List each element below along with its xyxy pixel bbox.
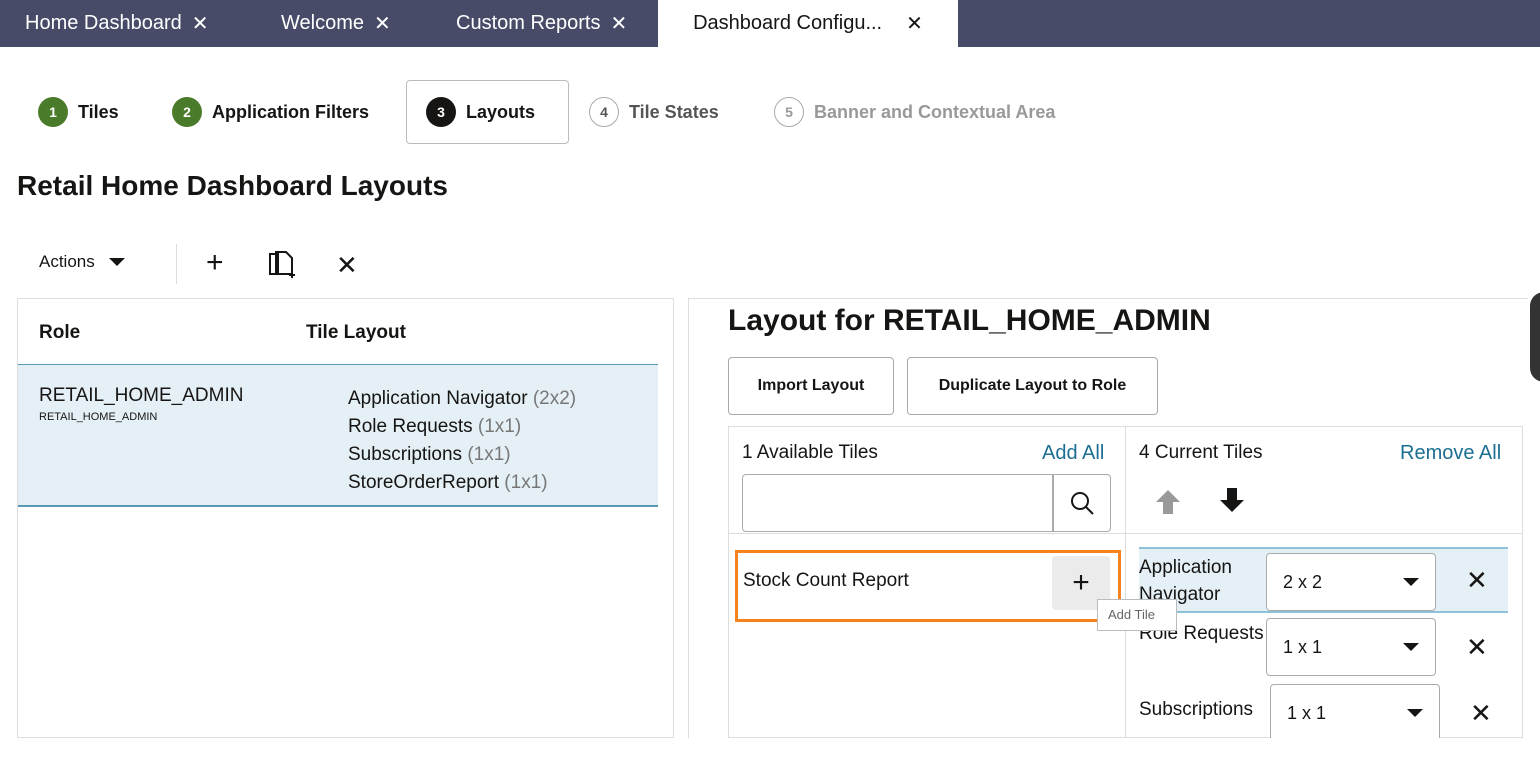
tile-size: (2x2) (532, 388, 577, 409)
column-header-role: Role (39, 322, 81, 343)
roles-table (17, 298, 674, 738)
actions-menu[interactable]: Actions (39, 252, 125, 272)
import-layout-button[interactable]: Import Layout (728, 357, 894, 415)
tile-layout-list: Application Navigator (2x2) Role Request… (348, 385, 576, 497)
remove-all-link[interactable]: Remove All (1400, 442, 1502, 464)
tile-name: StoreOrderReport (348, 472, 500, 493)
tile-name: Application Navigator (348, 388, 528, 409)
tab-welcome[interactable]: Welcome ✕ (281, 0, 391, 47)
step-label: Layouts (466, 101, 536, 122)
available-tile-name: Stock Count Report (743, 570, 909, 591)
role-name: RETAIL_HOME_ADMIN (39, 385, 244, 406)
tab-label: Welcome (281, 12, 364, 34)
remove-tile-icon[interactable]: ✕ (1470, 698, 1492, 728)
caret-down-icon (1403, 643, 1419, 651)
column-header-tile-layout: Tile Layout (306, 322, 406, 343)
current-tiles-header: 4 Current Tiles (1139, 442, 1263, 463)
current-step-box (406, 80, 569, 144)
tab-custom-reports[interactable]: Custom Reports ✕ (456, 0, 627, 47)
tab-label: Dashboard Configu... (693, 12, 883, 34)
add-icon[interactable]: + (206, 246, 224, 279)
search-icon (1071, 492, 1094, 515)
caret-down-icon (1403, 578, 1419, 586)
step-label: Tile States (629, 101, 719, 122)
add-all-link[interactable]: Add All (1042, 442, 1105, 464)
caret-down-icon (1407, 709, 1423, 717)
tab-label: Home Dashboard (25, 12, 182, 34)
step-label: Banner and Contextual Area (814, 101, 1056, 122)
move-down-icon[interactable] (1218, 486, 1246, 514)
add-tile-tooltip: Add Tile (1097, 599, 1177, 631)
available-tiles-header: 1 Available Tiles (742, 442, 878, 463)
tile-layout-item: StoreOrderReport (1x1) (348, 469, 576, 497)
tile-name: Role Requests (348, 416, 473, 437)
tab-home-dashboard[interactable]: Home Dashboard ✕ (25, 0, 209, 47)
side-handle[interactable] (1530, 292, 1540, 382)
step-layouts[interactable]: 3 Layouts (426, 95, 535, 129)
delete-icon[interactable]: ✕ (336, 250, 358, 280)
step-number: 4 (589, 97, 619, 127)
role-id: RETAIL_HOME_ADMIN (39, 411, 158, 423)
close-icon[interactable]: ✕ (906, 13, 923, 35)
layout-detail-panel (688, 298, 1528, 738)
step-number: 2 (172, 97, 202, 127)
tile-layout-item: Subscriptions (1x1) (348, 441, 576, 469)
duplicate-icon[interactable] (268, 250, 300, 280)
bottom-edge (0, 738, 1540, 758)
scrollbar[interactable] (660, 300, 672, 736)
tile-size-select[interactable]: 2 x 2 (1266, 553, 1436, 611)
tile-layout-item: Application Navigator (2x2) (348, 385, 576, 413)
search-input[interactable] (742, 474, 1053, 532)
tile-size: (1x1) (477, 416, 522, 437)
page-title: Retail Home Dashboard Layouts (17, 170, 448, 201)
tile-size: (1x1) (467, 444, 511, 465)
duplicate-layout-button[interactable]: Duplicate Layout to Role (907, 357, 1158, 415)
caret-down-icon (108, 258, 125, 266)
close-icon[interactable]: ✕ (374, 13, 391, 35)
step-label: Tiles (78, 101, 119, 122)
close-icon[interactable]: ✕ (191, 13, 209, 35)
step-tiles[interactable]: 1 Tiles (38, 95, 119, 129)
detail-title: Layout for RETAIL_HOME_ADMIN (728, 304, 1211, 337)
remove-tile-icon[interactable]: ✕ (1466, 565, 1488, 595)
move-up-icon[interactable] (1154, 488, 1182, 516)
step-number: 3 (426, 97, 456, 127)
step-banner-contextual-area: 5 Banner and Contextual Area (774, 95, 1055, 129)
remove-tile-icon[interactable]: ✕ (1466, 632, 1488, 662)
tab-label: Custom Reports (456, 12, 601, 34)
step-label: Application Filters (212, 101, 370, 122)
select-value: 1 x 1 (1287, 702, 1327, 723)
close-icon[interactable]: ✕ (610, 13, 628, 35)
select-value: 1 x 1 (1283, 636, 1323, 657)
step-application-filters[interactable]: 2 Application Filters (172, 95, 369, 129)
tab-dashboard-configuration[interactable]: Dashboard Configu... ✕ (658, 0, 958, 47)
table-row[interactable] (18, 364, 658, 507)
tile-name: Subscriptions (348, 444, 463, 465)
step-number: 5 (774, 97, 804, 127)
available-tile-item[interactable] (735, 550, 1121, 622)
tile-size-select[interactable]: 1 x 1 (1266, 618, 1436, 676)
shuttle-divider (1125, 427, 1126, 738)
plus-icon: + (1072, 566, 1090, 599)
tile-layout-item: Role Requests (1x1) (348, 413, 576, 441)
step-number: 1 (38, 97, 68, 127)
toolbar-divider (176, 244, 177, 284)
tile-size: (1x1) (504, 472, 548, 493)
header-divider (729, 533, 1522, 534)
search-button[interactable] (1053, 474, 1111, 532)
actions-label: Actions (39, 252, 95, 271)
step-tile-states[interactable]: 4 Tile States (589, 95, 719, 129)
tile-size-select[interactable]: 1 x 1 (1270, 684, 1440, 742)
select-value: 2 x 2 (1283, 571, 1323, 592)
current-tile-name: Subscriptions (1139, 699, 1254, 720)
